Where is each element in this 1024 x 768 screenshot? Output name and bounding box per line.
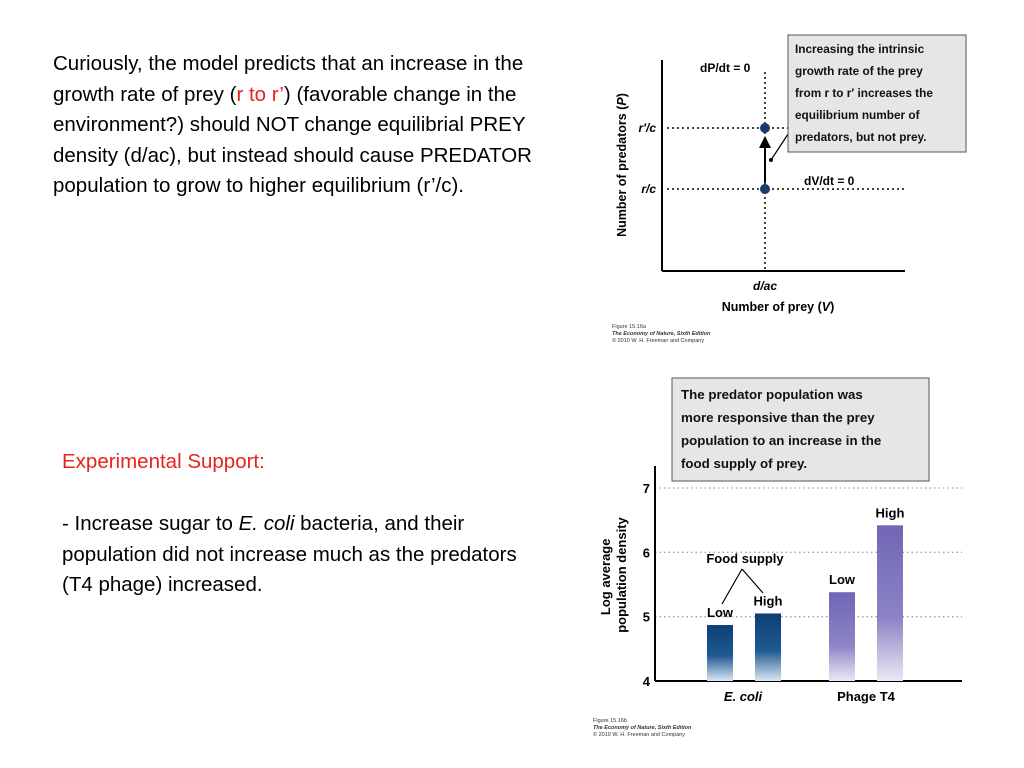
predator-isocline-label: dP/dt = 0 (700, 61, 751, 75)
bar-label: Low (829, 572, 856, 587)
bar-ecoli-low (707, 625, 733, 681)
credit-line: The Economy of Nature, Sixth Edition (593, 725, 692, 731)
experiment-text-end: bacteria, and their population did not i… (62, 512, 517, 596)
gridlines (655, 487, 962, 618)
y-label-line: Log average (598, 539, 613, 616)
y-axis-label: Number of predators (P) (615, 93, 629, 237)
bar-labels: Low High Low High (707, 505, 904, 620)
credit-line: Figure 15.16a (612, 324, 647, 330)
ecoli-italic: E. coli (238, 512, 295, 535)
annotation-line: predators, but not prey. (795, 130, 927, 144)
y-ticks: 4 5 6 7 (643, 481, 651, 689)
annotation-box (787, 34, 967, 153)
callout-box (671, 377, 930, 482)
callout-pointer-dot (769, 158, 773, 162)
callout-line: population to an increase in the (681, 433, 881, 448)
annotation-line: growth rate of the prey (795, 64, 923, 78)
figure-a-credit: Figure 15.16a The Economy of Nature, Six… (612, 324, 711, 344)
prediction-text-end: ) (favorable change in the environment?)… (53, 82, 532, 198)
figure-b-credit: Figure 15.16b The Economy of Nature, Six… (593, 718, 692, 738)
experimental-support-title: Experimental Support: (62, 450, 265, 473)
annotation-line: equilibrium number of (795, 108, 920, 122)
credit-line: Figure 15.16b (593, 718, 627, 724)
y-tick-label: 6 (643, 545, 650, 560)
y-label-line: population density (614, 516, 629, 632)
legend-title: Food supply (706, 551, 784, 566)
bar-ecoli-high (755, 613, 781, 681)
prey-isocline-label: dV/dt = 0 (804, 174, 855, 188)
credit-line: © 2010 W. H. Freeman and Company (593, 731, 685, 738)
bar-phage-high (877, 525, 903, 681)
credit-line: © 2010 W. H. Freeman and Company (612, 337, 704, 344)
legend-pointer-right (741, 568, 764, 594)
y-tick-label: 7 (643, 481, 650, 496)
y-tick-r: r/c (641, 182, 656, 196)
y-tick-r-prime: r′/c (638, 121, 656, 135)
bar-label: Low (707, 605, 734, 620)
bar-phage-low (829, 592, 855, 681)
r-to-r-prime-highlight: r to r’ (236, 82, 284, 106)
annotation-line: Increasing the intrinsic (795, 42, 925, 56)
group-label-phage: Phage T4 (837, 689, 896, 704)
bars (707, 525, 903, 681)
equilibrium-point-r-prime (760, 123, 770, 133)
y-axis-label: Log average population density (598, 516, 629, 632)
equilibrium-point-r (760, 184, 770, 194)
annotation-line: from r to r′ increases the (795, 86, 933, 100)
x-tick-d-ac: d/ac (753, 279, 777, 293)
group-label-ecoli: E. coli (724, 689, 763, 704)
legend-pointer-left (721, 568, 743, 605)
credit-line: The Economy of Nature, Sixth Edition (612, 331, 711, 337)
experiment-text-start: - Increase sugar to (62, 512, 239, 535)
bar-label: High (754, 593, 783, 608)
x-axis-label: Number of prey (V) (722, 300, 835, 314)
model-prediction-text: Curiously, the model predicts that an in… (53, 49, 533, 202)
prediction-text-start: Curiously, the model predicts that an in… (53, 52, 524, 106)
callout-line: food supply of prey. (681, 456, 807, 471)
callout-line: The predator population was (681, 387, 863, 402)
callout-text: The predator population was more respons… (681, 387, 881, 471)
bar-label: High (876, 505, 905, 520)
y-tick-label: 5 (643, 610, 650, 625)
experiment-description: - Increase sugar to E. coli bacteria, an… (62, 509, 532, 601)
y-tick-label: 4 (643, 674, 651, 689)
annotation-text: Increasing the intrinsic growth rate of … (795, 42, 933, 144)
callout-line: more responsive than the prey (681, 410, 875, 425)
